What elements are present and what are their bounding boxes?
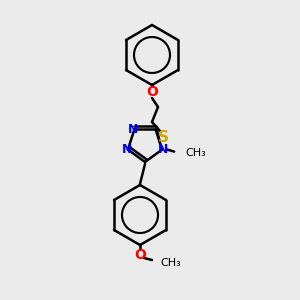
Text: O: O	[146, 85, 158, 99]
Text: O: O	[134, 248, 146, 262]
Text: N: N	[158, 143, 168, 156]
Text: N: N	[128, 123, 139, 136]
Text: CH₃: CH₃	[185, 148, 206, 158]
Text: N: N	[122, 143, 132, 156]
Text: S: S	[158, 130, 169, 145]
Text: CH₃: CH₃	[160, 258, 181, 268]
